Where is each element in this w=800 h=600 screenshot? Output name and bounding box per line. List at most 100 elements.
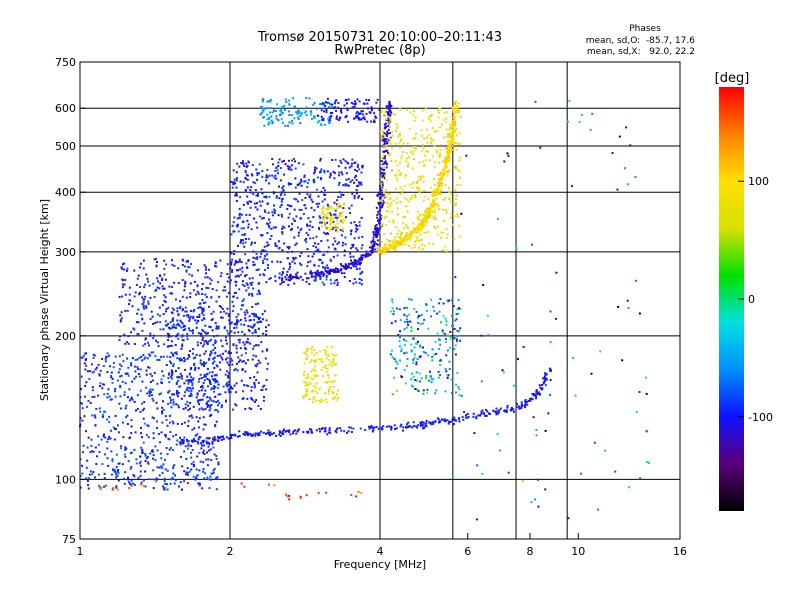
data-point	[407, 238, 410, 241]
data-point	[480, 380, 483, 383]
data-point	[189, 387, 192, 390]
data-point	[196, 455, 199, 458]
data-point	[79, 486, 82, 489]
data-point	[224, 289, 227, 292]
data-point	[423, 217, 426, 220]
data-point	[124, 279, 127, 281]
data-point	[240, 227, 243, 230]
data-point	[255, 168, 258, 171]
data-point	[328, 363, 331, 366]
data-point	[409, 151, 412, 153]
data-point	[524, 406, 527, 409]
data-point	[424, 210, 426, 213]
data-point	[399, 238, 402, 241]
data-point	[145, 369, 148, 372]
data-point	[430, 298, 433, 301]
data-point	[281, 215, 283, 218]
data-point	[323, 189, 326, 192]
data-point	[251, 326, 254, 329]
data-point	[286, 270, 289, 273]
data-point	[432, 242, 435, 245]
data-point	[130, 432, 133, 434]
data-point	[308, 228, 311, 231]
data-point	[177, 332, 180, 335]
data-point	[375, 236, 378, 239]
data-point	[284, 163, 287, 166]
data-point	[120, 407, 122, 410]
data-point	[324, 392, 327, 395]
data-point	[199, 442, 202, 445]
data-point	[255, 344, 257, 347]
data-point	[100, 438, 103, 441]
data-point	[244, 188, 247, 191]
data-point	[168, 285, 171, 288]
data-point	[199, 332, 202, 335]
data-point	[412, 150, 415, 152]
data-point	[349, 262, 352, 265]
data-point	[118, 363, 121, 366]
data-point	[427, 213, 430, 216]
data-point	[257, 344, 260, 347]
data-point	[213, 387, 216, 390]
data-point	[403, 320, 406, 323]
data-point	[279, 114, 281, 117]
data-point	[384, 249, 387, 252]
data-point	[178, 485, 180, 488]
data-point	[309, 270, 312, 273]
data-point	[458, 170, 461, 173]
data-point	[149, 318, 152, 321]
data-point	[111, 381, 114, 384]
data-point	[358, 224, 361, 227]
data-point	[350, 431, 353, 433]
data-point	[140, 355, 143, 358]
data-point	[154, 459, 157, 462]
data-point	[309, 193, 312, 196]
data-point	[458, 307, 461, 310]
data-point	[340, 212, 343, 215]
data-point	[286, 124, 289, 127]
data-point	[335, 353, 338, 356]
data-point	[163, 259, 166, 262]
data-point	[208, 478, 211, 481]
data-point	[405, 318, 408, 321]
data-point	[240, 379, 243, 382]
data-point	[459, 116, 462, 119]
data-point	[89, 470, 92, 473]
data-point	[152, 337, 155, 340]
data-point	[384, 139, 387, 142]
data-point	[391, 210, 394, 213]
data-point	[384, 174, 387, 177]
data-point	[297, 118, 300, 120]
data-point	[263, 384, 266, 387]
data-point	[187, 440, 190, 443]
data-point	[217, 281, 220, 284]
data-point	[202, 314, 205, 317]
data-point	[282, 185, 285, 188]
data-point	[344, 98, 347, 101]
data-point	[131, 398, 134, 401]
data-point	[355, 179, 358, 182]
data-point	[98, 451, 101, 453]
data-point	[481, 409, 484, 412]
data-point	[436, 312, 439, 315]
data-point	[328, 227, 331, 230]
data-point	[535, 397, 537, 400]
data-point	[441, 175, 444, 178]
data-point	[319, 258, 322, 261]
data-point	[451, 392, 454, 395]
data-point	[318, 226, 320, 229]
data-point	[124, 456, 127, 458]
data-point	[194, 367, 197, 370]
data-point	[242, 341, 245, 344]
data-point	[156, 449, 159, 452]
data-point	[109, 429, 112, 432]
data-point	[242, 160, 244, 163]
data-point	[421, 135, 424, 137]
data-point	[421, 423, 424, 426]
data-point	[251, 312, 254, 315]
data-point	[389, 205, 392, 208]
data-point	[149, 334, 152, 337]
data-point	[122, 283, 125, 286]
data-point	[382, 177, 384, 180]
data-point	[348, 166, 351, 169]
